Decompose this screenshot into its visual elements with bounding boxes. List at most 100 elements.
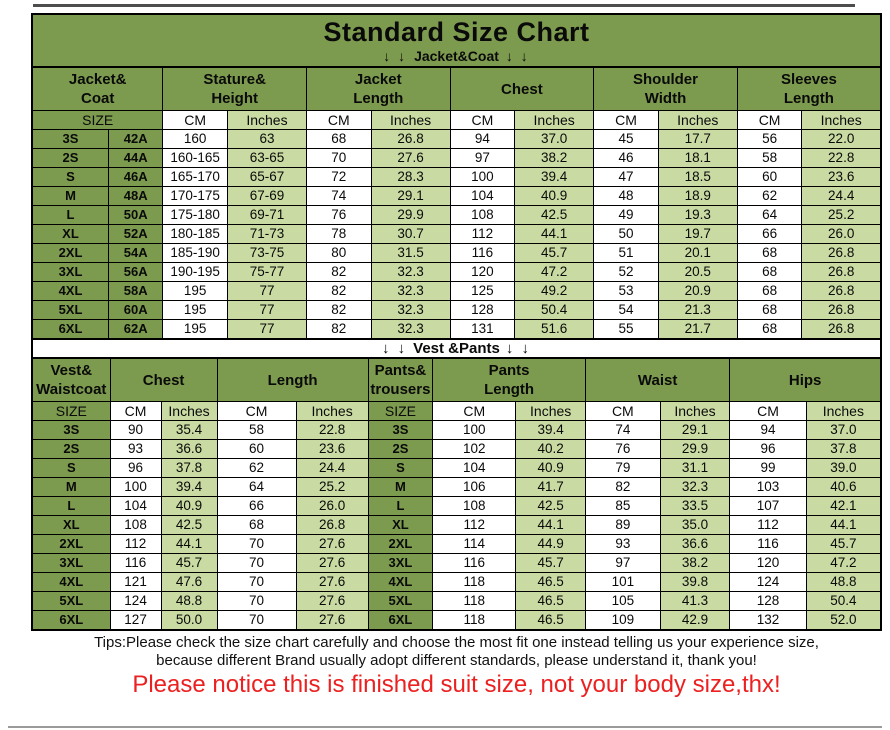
chart-title: Standard Size Chart bbox=[323, 17, 590, 47]
cm-unit-header: CM bbox=[449, 110, 516, 130]
measurement-cell: 68 bbox=[736, 243, 803, 263]
column-group-header-row: Jacket& Coat Stature& Height Jacket Length… bbox=[31, 66, 882, 111]
measurement-cell: 99 bbox=[729, 458, 807, 478]
size-label-cell: M bbox=[31, 477, 111, 497]
size-label-cell: 60A bbox=[107, 300, 164, 320]
measurement-cell: 45.7 bbox=[160, 553, 218, 573]
size-label-cell: 2XL bbox=[31, 534, 111, 554]
measurement-cell: 100 bbox=[449, 167, 516, 187]
measurement-cell: 47.2 bbox=[805, 553, 882, 573]
measurement-cell: 44.1 bbox=[514, 224, 595, 244]
measurement-cell: 20.5 bbox=[657, 262, 738, 282]
measurement-cell: 45 bbox=[593, 129, 659, 149]
measurement-cell: 29.1 bbox=[659, 420, 731, 440]
size-label-cell: L bbox=[31, 496, 111, 516]
measurement-cell: 44.1 bbox=[160, 534, 218, 554]
size-label-cell: 2S bbox=[31, 148, 109, 168]
size-label-cell: 2XL bbox=[367, 534, 434, 554]
measurement-cell: 27.6 bbox=[370, 148, 451, 168]
measurement-cell: 25.2 bbox=[295, 477, 369, 497]
finished-size-notice: Please notice this is finished suit size… bbox=[132, 671, 781, 698]
measurement-cell: 40.9 bbox=[515, 458, 586, 478]
size-row: 2S 44A 160-165 63-65 70 27.6 97 38.2 46 18.1 58 22.… bbox=[31, 148, 882, 168]
measurement-cell: 46.5 bbox=[515, 572, 586, 592]
measurement-cell: 94 bbox=[449, 129, 516, 149]
measurement-cell: 195 bbox=[162, 281, 228, 301]
down-arrows-icon: ↓ ↓ bbox=[381, 340, 408, 357]
size-row: 4XL 58A 195 77 82 32.3 125 49.2 53 20.9 68 26.8 bbox=[31, 281, 882, 301]
size-column-header: SIZE bbox=[367, 401, 434, 421]
size-row: 3S 42A 160 63 68 26.8 94 37.0 45 17.7 56 22.0 bbox=[31, 129, 882, 149]
size-label-cell: 62A bbox=[107, 319, 164, 340]
column-group-header: Shoulder Width bbox=[593, 66, 738, 111]
inches-unit-header: Inches bbox=[657, 110, 738, 130]
measurement-cell: 104 bbox=[449, 186, 516, 206]
measurement-cell: 90 bbox=[109, 420, 162, 440]
measurement-cell: 112 bbox=[449, 224, 516, 244]
measurement-cell: 42.5 bbox=[514, 205, 595, 225]
measurement-cell: 19.3 bbox=[657, 205, 738, 225]
measurement-cell: 63-65 bbox=[226, 148, 307, 168]
measurement-cell: 77 bbox=[226, 281, 307, 301]
measurement-cell: 73-75 bbox=[226, 243, 307, 263]
measurement-cell: 28.3 bbox=[370, 167, 451, 187]
measurement-cell: 50.4 bbox=[514, 300, 595, 320]
measurement-cell: 39.0 bbox=[805, 458, 882, 478]
size-label-cell: 3XL bbox=[367, 553, 434, 573]
measurement-cell: 125 bbox=[449, 281, 516, 301]
measurement-cell: 124 bbox=[109, 591, 162, 611]
size-label-cell: 4XL bbox=[31, 572, 111, 592]
measurement-cell: 37.8 bbox=[160, 458, 218, 478]
inches-unit-header: Inches bbox=[295, 401, 369, 421]
size-row: 3S 90 35.4 58 22.8 3S 100 39.4 74 29.1 94 37.0 bbox=[31, 420, 882, 440]
size-row: 2XL 54A 185-190 73-75 80 31.5 116 45.7 51 20.1 68 2… bbox=[31, 243, 882, 263]
measurement-cell: 97 bbox=[449, 148, 516, 168]
size-label-cell: 6XL bbox=[31, 610, 111, 631]
cm-unit-header: CM bbox=[305, 110, 372, 130]
measurement-cell: 85 bbox=[584, 496, 661, 516]
measurement-cell: 132 bbox=[729, 610, 807, 631]
measurement-cell: 48.8 bbox=[805, 572, 882, 592]
size-row: M 100 39.4 64 25.2 M 106 41.7 82 32.3 103 40.6 bbox=[31, 477, 882, 497]
measurement-cell: 104 bbox=[432, 458, 517, 478]
measurement-cell: 127 bbox=[109, 610, 162, 631]
measurement-cell: 104 bbox=[109, 496, 162, 516]
measurement-cell: 112 bbox=[729, 515, 807, 535]
size-label-cell: 3XL bbox=[31, 553, 111, 573]
unit-header-row: SIZE CM Inches CM Inches SIZE CM Inches CM Inches… bbox=[31, 401, 882, 421]
column-group-header: Vest& Waistcoat bbox=[31, 357, 111, 402]
measurement-cell: 20.9 bbox=[657, 281, 738, 301]
measurement-cell: 40.6 bbox=[805, 477, 882, 497]
size-row: XL 108 42.5 68 26.8 XL 112 44.1 89 35.0 112 44.1 bbox=[31, 515, 882, 535]
measurement-cell: 68 bbox=[216, 515, 297, 535]
measurement-cell: 39.8 bbox=[659, 572, 731, 592]
size-label-cell: XL bbox=[367, 515, 434, 535]
measurement-cell: 128 bbox=[729, 591, 807, 611]
measurement-cell: 22.8 bbox=[801, 148, 882, 168]
cm-unit-header: CM bbox=[432, 401, 517, 421]
column-group-header: Waist bbox=[584, 357, 731, 402]
size-label-cell: 52A bbox=[107, 224, 164, 244]
measurement-cell: 102 bbox=[432, 439, 517, 459]
size-row: XL 52A 180-185 71-73 78 30.7 112 44.1 50 19.7 66 26… bbox=[31, 224, 882, 244]
top-edge-line bbox=[33, 4, 855, 7]
measurement-cell: 121 bbox=[109, 572, 162, 592]
size-label-cell: 4XL bbox=[31, 281, 109, 301]
measurement-cell: 51 bbox=[593, 243, 659, 263]
measurement-cell: 21.3 bbox=[657, 300, 738, 320]
measurement-cell: 26.8 bbox=[801, 262, 882, 282]
measurement-cell: 165-170 bbox=[162, 167, 228, 187]
size-label-cell: 54A bbox=[107, 243, 164, 263]
measurement-cell: 68 bbox=[736, 300, 803, 320]
down-arrows-icon: ↓ ↓ bbox=[383, 48, 408, 64]
measurement-cell: 120 bbox=[449, 262, 516, 282]
measurement-cell: 60 bbox=[736, 167, 803, 187]
measurement-cell: 75-77 bbox=[226, 262, 307, 282]
vest-pants-section-label: ↓ ↓ Vest &Pants ↓ ↓ bbox=[31, 338, 882, 359]
measurement-cell: 77 bbox=[226, 300, 307, 320]
measurement-cell: 93 bbox=[109, 439, 162, 459]
measurement-cell: 42.5 bbox=[515, 496, 586, 516]
cm-unit-header: CM bbox=[736, 110, 803, 130]
measurement-cell: 185-190 bbox=[162, 243, 228, 263]
size-label-cell: 56A bbox=[107, 262, 164, 282]
